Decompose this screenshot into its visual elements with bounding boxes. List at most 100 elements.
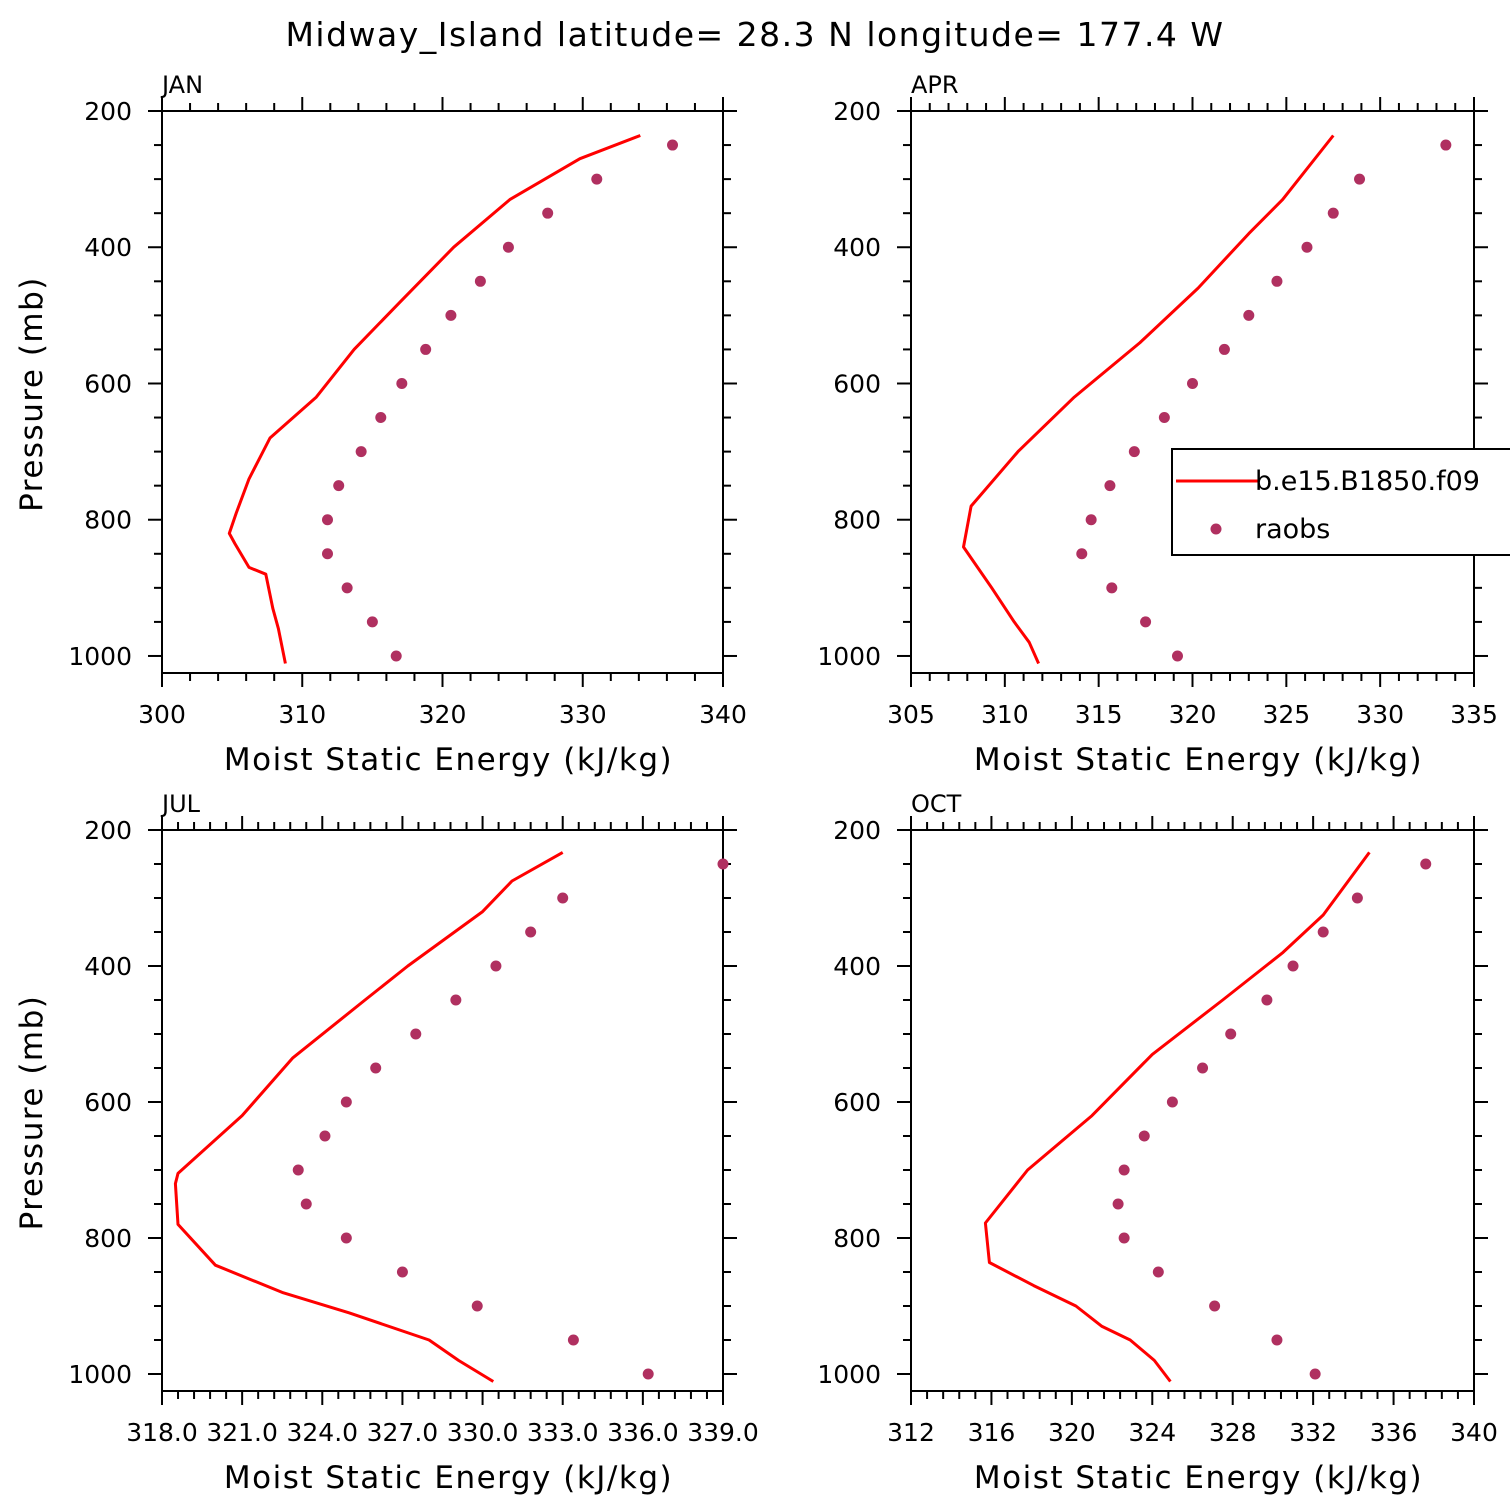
model-series-line <box>983 851 1371 1383</box>
panels-group: JAN 300 310 320 330 340 200 400 600 800 1000 Moist … <box>14 71 1498 1496</box>
raobs-point <box>445 309 457 321</box>
raobs-point <box>567 1334 579 1346</box>
raobs-point <box>410 1028 422 1040</box>
y-tick-label: 800 <box>84 1224 132 1253</box>
x-axis-title: Moist Static Energy (kJ/kg) <box>224 1460 673 1496</box>
raobs-point <box>366 616 378 628</box>
raobs-point <box>1271 1334 1283 1346</box>
raobs-point <box>396 377 408 389</box>
x-tick-label: 321.0 <box>206 1418 278 1447</box>
raobs-point <box>557 892 569 904</box>
legend-label-raobs: raobs <box>1255 514 1330 545</box>
x-tick-label: 327.0 <box>367 1418 439 1447</box>
x-tick-label: 324 <box>1128 1418 1176 1447</box>
raobs-point <box>292 1164 304 1176</box>
raobs-point <box>525 926 537 938</box>
raobs-point <box>1301 241 1313 253</box>
raobs-point <box>1209 1300 1221 1312</box>
y-tick-label: 800 <box>84 506 132 535</box>
x-tick-label: 316 <box>968 1418 1016 1447</box>
x-axis-title: Moist Static Energy (kJ/kg) <box>974 742 1423 778</box>
raobs-point <box>319 1130 331 1142</box>
x-tick-label: 318.0 <box>126 1418 198 1447</box>
raobs-point <box>1351 892 1363 904</box>
x-axis-title: Moist Static Energy (kJ/kg) <box>974 1460 1423 1496</box>
y-tick-label: 800 <box>833 506 881 535</box>
x-tick-label: 320 <box>1048 1418 1096 1447</box>
y-axis-title: Pressure (mb) <box>14 995 50 1231</box>
raobs-point <box>333 480 345 492</box>
plot-frame <box>161 829 724 1392</box>
raobs-series <box>292 858 729 1380</box>
x-tick-label: 315 <box>1075 700 1123 729</box>
raobs-point <box>370 1062 382 1074</box>
raobs-point <box>1152 1266 1164 1278</box>
y-axis-title: Pressure (mb) <box>14 276 50 512</box>
raobs-point <box>1112 1198 1124 1210</box>
y-tick-label: 1000 <box>817 1360 881 1389</box>
y-tick-label: 200 <box>84 97 132 126</box>
raobs-series <box>321 139 679 662</box>
raobs-point <box>420 343 432 355</box>
y-tick-label: 800 <box>833 1224 881 1253</box>
x-tick-label: 330 <box>559 700 607 729</box>
panel-label: JAN <box>160 71 203 99</box>
raobs-point <box>471 1300 483 1312</box>
legend: b.e15.B1850.f09 raobs <box>1171 448 1510 556</box>
raobs-point <box>1118 1232 1130 1244</box>
raobs-point <box>1309 1368 1321 1380</box>
raobs-point <box>340 1232 352 1244</box>
raobs-point <box>1104 480 1116 492</box>
raobs-point <box>1218 343 1230 355</box>
raobs-point <box>450 994 462 1006</box>
y-tick-label: 400 <box>833 233 881 262</box>
y-tick-label: 400 <box>84 233 132 262</box>
y-tick-label: 1000 <box>68 642 132 671</box>
y-tick-label: 1000 <box>68 1360 132 1389</box>
raobs-point <box>642 1368 654 1380</box>
x-tick-label: 339.0 <box>687 1418 759 1447</box>
raobs-point <box>667 139 679 151</box>
raobs-point <box>340 1096 352 1108</box>
panel-oct: OCT 312 316 320 324 328 332 336 340 200 400 600 800 1… <box>817 790 1497 1496</box>
panel-jul: JUL 318.0 321.0 324.0 327.0 330.0 333.0 336.0 33… <box>14 790 759 1496</box>
x-tick-label: 336 <box>1370 1418 1418 1447</box>
raobs-point <box>1128 446 1140 458</box>
raobs-point <box>321 548 333 560</box>
y-tick-label: 200 <box>833 97 881 126</box>
raobs-point <box>1420 858 1432 870</box>
raobs-point <box>355 446 367 458</box>
x-tick-label: 305 <box>887 700 935 729</box>
raobs-series <box>1112 858 1432 1380</box>
y-tick-label: 600 <box>84 1088 132 1117</box>
x-tick-label: 330.0 <box>447 1418 519 1447</box>
raobs-series <box>1076 139 1452 662</box>
raobs-point <box>1317 926 1329 938</box>
x-tick-label: 335 <box>1450 700 1498 729</box>
raobs-point <box>300 1198 312 1210</box>
raobs-point <box>1327 207 1339 219</box>
legend-label-model: b.e15.B1850.f09 <box>1255 466 1480 497</box>
legend-marker-swatch <box>1210 523 1222 535</box>
raobs-point <box>1085 514 1097 526</box>
x-tick-label: 300 <box>138 700 186 729</box>
raobs-point <box>717 858 729 870</box>
raobs-point <box>1106 582 1118 594</box>
raobs-point <box>1225 1028 1237 1040</box>
x-tick-label: 320 <box>1169 700 1217 729</box>
raobs-point <box>1158 412 1170 424</box>
raobs-point <box>375 412 387 424</box>
model-series-line <box>227 134 641 664</box>
raobs-point <box>1187 377 1198 389</box>
raobs-point <box>542 207 554 219</box>
raobs-point <box>390 650 402 662</box>
raobs-point <box>591 173 603 185</box>
raobs-point <box>396 1266 408 1278</box>
x-tick-label: 324.0 <box>286 1418 358 1447</box>
panel-label: APR <box>911 71 959 99</box>
x-tick-label: 336.0 <box>607 1418 679 1447</box>
x-tick-label: 340 <box>1450 1418 1498 1447</box>
y-tick-label: 1000 <box>817 642 881 671</box>
